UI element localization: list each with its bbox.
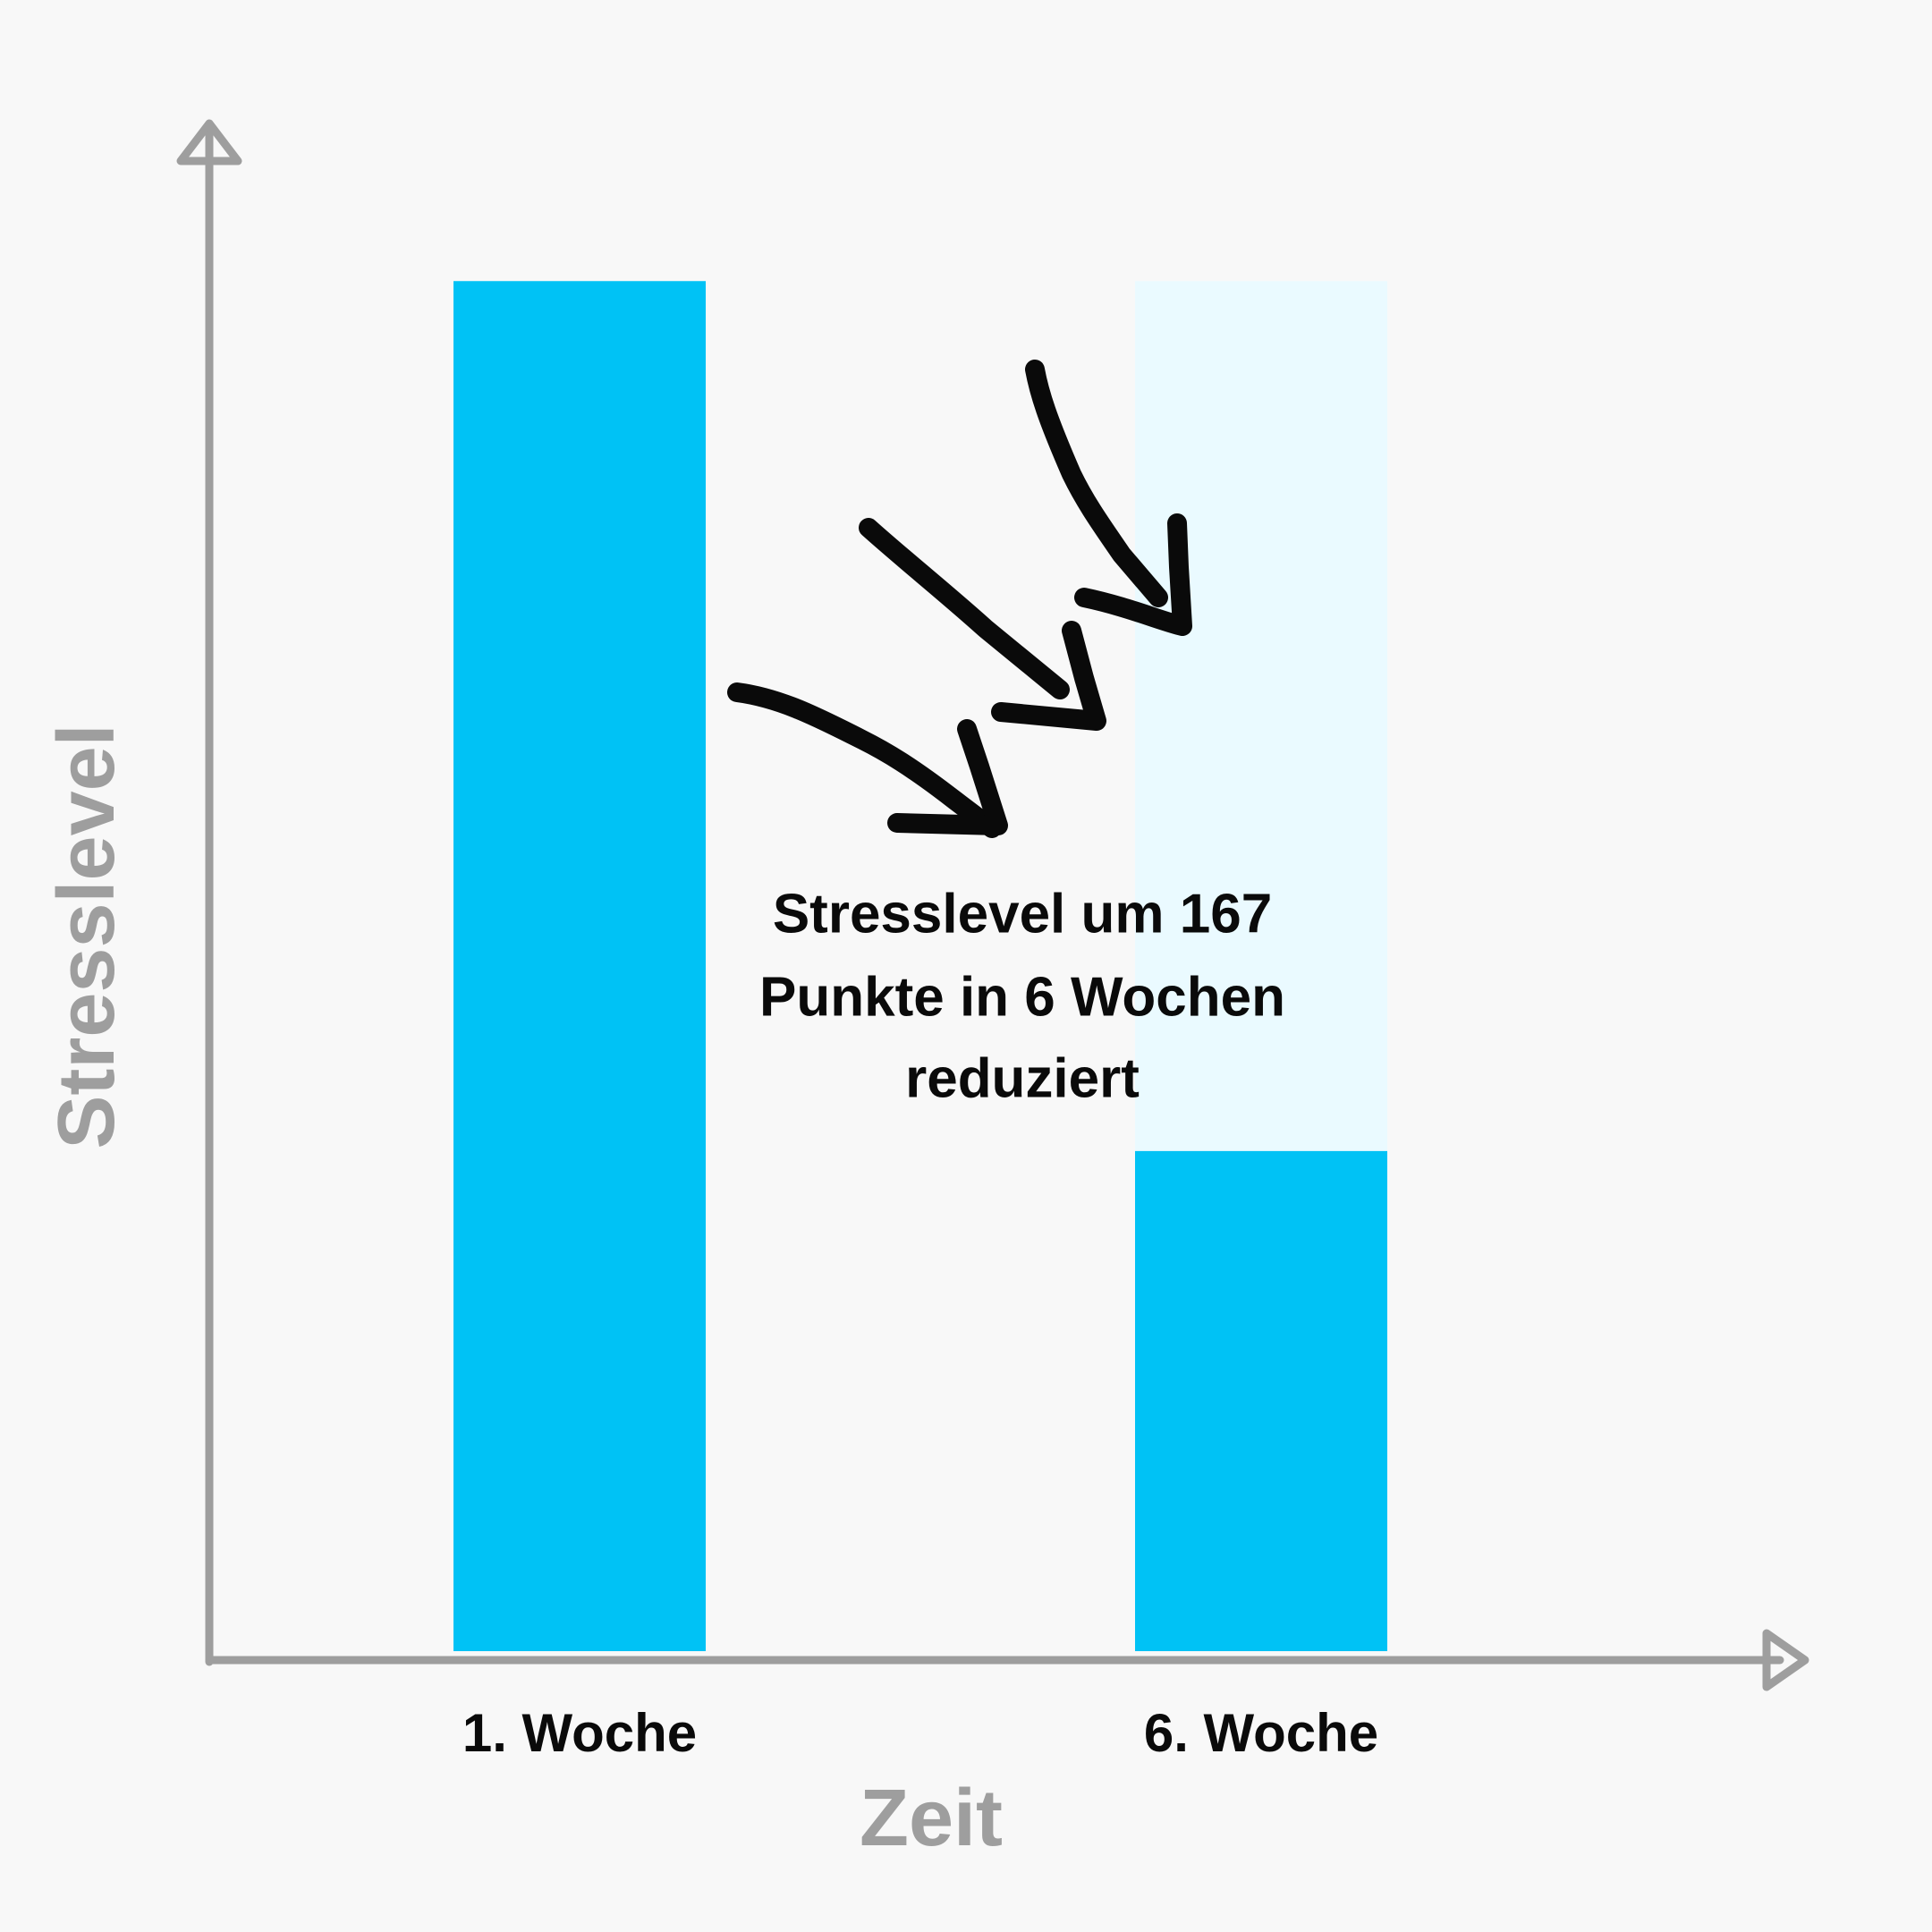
x-axis-label: Zeit (860, 1774, 1003, 1863)
arrow (1025, 360, 1168, 607)
ghost-layer (1135, 281, 1387, 1151)
annotation: Stresslevel um 167 (773, 883, 1272, 945)
x-axis-arrow (1762, 1629, 1809, 1691)
bar (1135, 1150, 1387, 1651)
scribble-arrows (727, 360, 1192, 838)
bar (453, 281, 706, 1651)
x-tick-label: 1. Woche (462, 1703, 697, 1763)
x-tick-label: 6. Woche (1144, 1703, 1378, 1763)
annotation: Punkte in 6 Wochen (759, 966, 1285, 1028)
y-axis-arrow (176, 119, 242, 165)
arrow (859, 518, 1070, 699)
arrow-head (887, 719, 1008, 835)
arrow (727, 682, 1002, 838)
bar-layer (453, 281, 1387, 1651)
reduction-ghost (1135, 281, 1387, 1151)
y-axis-label: Stresslevel (42, 724, 131, 1148)
arrow-head (1074, 513, 1192, 636)
annotation: reduziert (905, 1047, 1140, 1109)
arrow-head (991, 621, 1106, 731)
